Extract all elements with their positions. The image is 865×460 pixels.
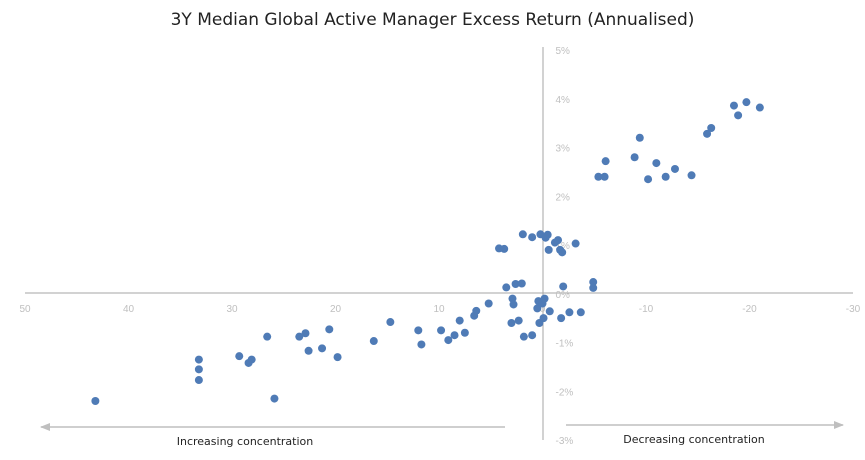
data-point [270,394,279,403]
y-tick-label: -3% [556,436,574,447]
data-point [635,133,644,142]
data-point [554,236,563,245]
y-tick-label: 3% [556,144,571,155]
decreasing-concentration-label: Decreasing concentration [623,433,765,446]
x-tick-label: 50 [19,304,31,315]
data-point [559,282,568,291]
data-point [571,239,580,248]
data-point [734,111,743,120]
data-point [687,171,696,180]
y-tick-label: -2% [556,387,574,398]
data-point [601,157,610,166]
y-tick-label: 4% [556,95,571,106]
x-tick-label: 40 [123,304,135,315]
data-point [539,314,548,323]
data-point [670,164,679,173]
data-point [450,331,459,340]
data-point [517,279,526,288]
data-point [194,365,203,374]
x-tick-label: 0 [540,304,546,315]
data-point [386,318,395,327]
data-point [729,101,738,110]
data-point [325,325,334,334]
y-tick-labels: 5% 4% 3% 2% 1% 0% -1% -2% -3% [556,46,574,447]
data-point [630,153,639,162]
data-point [514,316,523,325]
data-point [589,278,598,287]
data-point [558,248,567,257]
data-point [528,233,537,242]
data-point [594,172,603,181]
data-point [533,304,542,313]
x-tick-label: -30 [846,304,861,315]
data-point [301,329,310,338]
data-point [652,159,661,168]
data-point [661,172,670,181]
x-tick-label: -10 [639,304,654,315]
data-point [589,283,598,292]
data-point [600,172,609,181]
data-point [91,397,100,405]
y-tick-label: 5% [556,46,571,57]
data-point [235,352,244,361]
data-point [247,355,256,364]
data-point [484,299,493,308]
data-point [194,355,203,364]
data-point [509,300,518,309]
data-point [472,306,481,315]
y-tick-label: 1% [556,241,571,252]
data-point [540,294,549,303]
data-point [511,280,520,288]
y-tick-label: -1% [556,339,574,350]
data-point [707,124,716,132]
data-point [545,307,554,316]
data-point [644,175,653,184]
data-point [519,332,528,341]
data-point [565,308,574,317]
data-point [518,230,527,239]
data-point [318,344,327,353]
data-point [502,283,511,292]
data-point [742,98,751,107]
data-point [703,129,712,138]
x-tick-label: -20 [742,304,757,315]
data-points [91,98,764,405]
increasing-concentration-label: Increasing concentration [177,435,314,448]
data-point [437,326,446,335]
data-point [460,328,469,337]
x-tick-label: 20 [330,304,342,315]
data-point [455,316,464,325]
chart-title: 3Y Median Global Active Manager Excess R… [170,10,695,30]
y-tick-label: 0% [556,290,571,301]
data-point [414,326,423,335]
data-point [507,319,516,327]
data-point [500,244,509,253]
data-point [543,230,552,239]
data-point [576,308,585,317]
data-point [295,332,304,341]
data-point [755,103,764,112]
data-point [544,245,553,254]
data-point [369,337,378,346]
data-point [263,332,272,341]
data-point [333,353,342,362]
data-point [444,336,453,345]
data-point [194,376,203,385]
data-point [304,346,313,355]
x-tick-label: 10 [433,304,445,315]
data-point [528,331,537,340]
data-point [417,340,426,349]
y-tick-label: 2% [556,192,571,203]
x-tick-label: 30 [226,304,238,315]
x-tick-labels: 50 40 30 20 10 0 -10 -20 -30 [19,304,860,315]
data-point [557,314,566,323]
